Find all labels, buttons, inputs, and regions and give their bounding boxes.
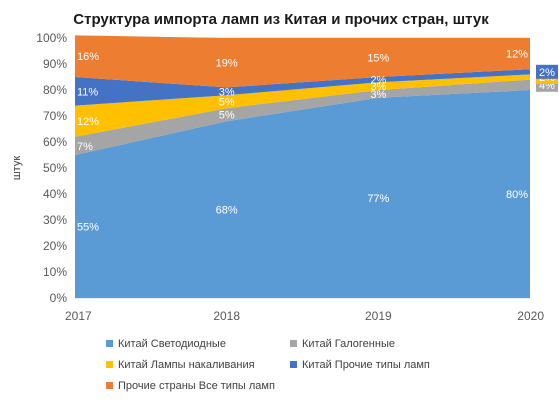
data-label: 16% xyxy=(77,51,99,63)
y-tick-label: 50% xyxy=(43,161,67,175)
y-axis-label: штук xyxy=(11,156,23,180)
area-series-3 xyxy=(75,74,530,137)
data-label: 5% xyxy=(219,97,235,109)
y-tick-label: 80% xyxy=(43,83,67,97)
x-tick-label: 2017 xyxy=(65,309,92,323)
legend: Китай Светодиодные Китай Галогенные Китай … xyxy=(106,338,430,392)
data-label: 77% xyxy=(367,193,389,205)
area-series-5 xyxy=(75,35,530,88)
data-label: 55% xyxy=(77,222,99,234)
legend-label: Китай Прочие типы ламп xyxy=(302,359,430,371)
y-tick-label: 0% xyxy=(50,291,68,305)
area-series-2 xyxy=(75,79,530,155)
legend-swatch xyxy=(106,361,113,368)
y-tick-label: 60% xyxy=(43,135,67,149)
legend-swatch xyxy=(290,361,297,368)
y-tick-label: 90% xyxy=(43,57,67,71)
x-tick-label: 2020 xyxy=(517,309,544,323)
data-label: 12% xyxy=(506,49,528,61)
area-series-1 xyxy=(75,90,530,298)
legend-swatch xyxy=(290,340,297,347)
x-tick-label: 2018 xyxy=(213,309,240,323)
legend-label: Прочие страны Все типы ламп xyxy=(118,380,275,392)
y-axis-ticks: 0% 10% 20% 30% 40% 50% 60% 70% 80% 90% 100% xyxy=(36,31,67,305)
end-value-badge xyxy=(536,64,558,79)
x-tick-label: 2019 xyxy=(365,309,392,323)
y-tick-label: 100% xyxy=(36,31,67,45)
legend-swatch xyxy=(106,382,113,389)
data-label: 19% xyxy=(216,58,238,70)
data-label: 3% xyxy=(219,86,235,98)
data-label: 11% xyxy=(77,86,98,98)
end-value-badges: 4%2%2% xyxy=(536,64,558,92)
y-tick-label: 40% xyxy=(43,187,67,201)
legend-label: Китай Лампы накаливания xyxy=(118,359,255,371)
stacked-areas xyxy=(75,35,530,298)
legend-label: Китай Галогенные xyxy=(302,338,395,350)
data-label: 12% xyxy=(77,116,99,128)
legend-swatch xyxy=(106,340,113,347)
data-label: 80% xyxy=(506,189,528,201)
data-label: 5% xyxy=(219,110,235,122)
data-label: 15% xyxy=(367,53,389,65)
legend-label: Китай Светодиодные xyxy=(118,338,226,350)
data-label: 2% xyxy=(370,75,386,87)
data-label: 7% xyxy=(77,141,93,153)
data-label: 3% xyxy=(370,89,386,101)
data-label: 3% xyxy=(370,81,386,93)
x-axis-ticks: 2017 2018 2019 2020 xyxy=(65,309,544,323)
area-series-4 xyxy=(75,69,530,106)
end-value-label: 2% xyxy=(539,67,555,79)
y-tick-label: 30% xyxy=(43,213,67,227)
chart-title: Структура импорта ламп из Китая и прочих… xyxy=(73,11,489,28)
y-tick-label: 10% xyxy=(43,265,67,279)
y-tick-label: 20% xyxy=(43,239,67,253)
data-label: 68% xyxy=(216,205,238,217)
y-tick-label: 70% xyxy=(43,109,67,123)
data-labels: 55%68%77% 80%7%5%3%12%5%3%11% 3%2%16%19% 15… xyxy=(77,49,528,234)
